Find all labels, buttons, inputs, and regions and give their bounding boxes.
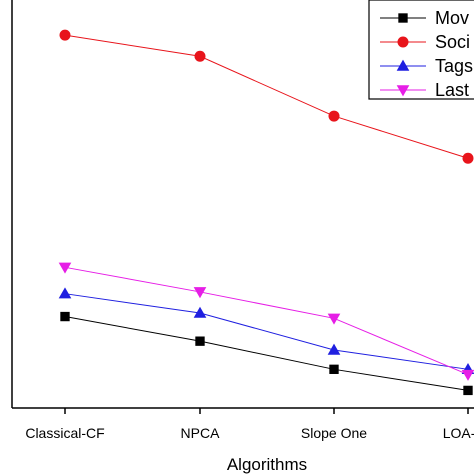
x-tick-label: NPCA xyxy=(181,425,221,441)
data-point xyxy=(193,306,207,318)
series-layer xyxy=(58,29,474,396)
series-tags xyxy=(58,287,474,375)
legend-label: Last xyxy=(435,80,469,100)
data-point xyxy=(329,364,339,374)
data-point xyxy=(327,313,341,325)
data-point xyxy=(58,262,72,274)
data-point xyxy=(461,369,474,381)
data-point xyxy=(194,50,206,62)
x-tick-label: Classical-CF xyxy=(25,425,104,441)
x-tick-label: LOA-FS xyxy=(443,425,474,441)
x-tick-label: Slope One xyxy=(301,425,367,441)
legend-label: Tags xyxy=(435,56,473,76)
series-last xyxy=(58,262,474,381)
x-axis-title: Algorithms xyxy=(227,455,307,474)
legend-box xyxy=(368,0,474,100)
legend-marker xyxy=(396,85,410,97)
data-point xyxy=(328,110,340,122)
data-point xyxy=(327,343,341,355)
legend-label: Mov xyxy=(435,8,469,28)
legend-marker xyxy=(397,36,409,48)
legend-label: Soci xyxy=(435,32,470,52)
plot-area xyxy=(11,0,474,409)
legend-marker xyxy=(398,13,408,23)
x-axis: Classical-CF NPCA Slope One LOA-FS xyxy=(25,408,474,441)
data-point xyxy=(463,385,473,396)
legend-item: Soci xyxy=(380,32,470,52)
legend: Mov Soci Tags Last xyxy=(368,0,474,100)
data-point xyxy=(462,152,474,164)
data-point xyxy=(193,287,207,299)
data-point xyxy=(58,287,72,299)
series-soci xyxy=(59,29,474,164)
data-point xyxy=(195,336,205,346)
legend-item: Tags xyxy=(380,56,473,76)
legend-item: Mov xyxy=(380,8,469,28)
legend-marker xyxy=(396,59,410,71)
series-line xyxy=(64,34,469,159)
legend-item: Last xyxy=(380,80,469,100)
series-line xyxy=(64,316,469,391)
series-line xyxy=(64,293,469,370)
data-point xyxy=(60,311,70,322)
series-line xyxy=(64,266,469,376)
series-mov xyxy=(60,311,473,396)
data-point xyxy=(59,29,71,41)
